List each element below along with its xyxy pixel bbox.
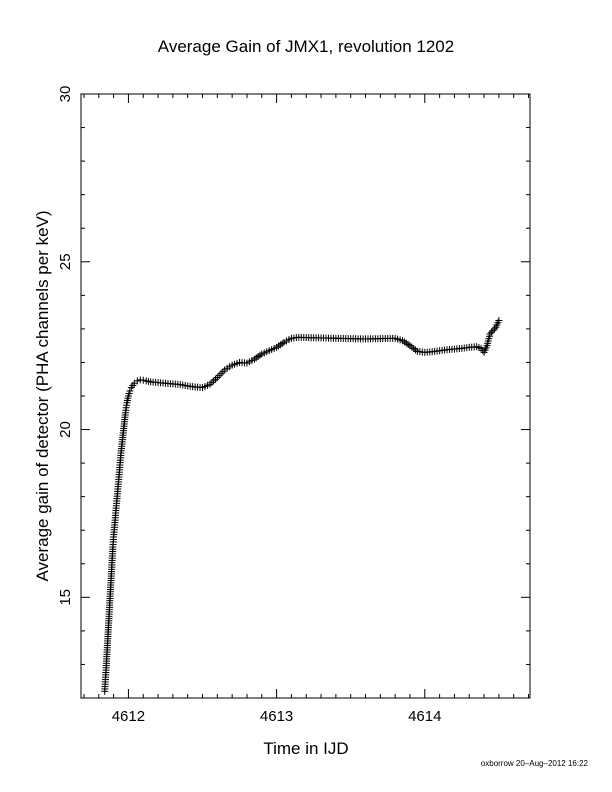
data-point: [211, 375, 219, 383]
footer-credit: oxborrow 20–Aug–2012 16:22: [481, 759, 589, 768]
data-point: [490, 325, 498, 333]
plot-frame: [80, 93, 531, 699]
data-point: [487, 328, 495, 336]
data-point: [210, 377, 218, 385]
x-axis: 4612 4613 4614: [83, 94, 530, 725]
x-tick-label: 4614: [408, 708, 441, 725]
data-point: [219, 368, 227, 376]
y-axis-label: Average gain of detector (PHA channels p…: [33, 210, 52, 581]
y-tick-label: 30: [57, 86, 74, 103]
data-point: [495, 317, 503, 324]
data-point: [126, 387, 134, 395]
y-tick-label: 25: [57, 253, 74, 270]
x-tick-label: 4612: [112, 708, 145, 725]
data-point: [213, 374, 221, 382]
x-axis-label: Time in IJD: [263, 739, 348, 758]
y-tick-label: 15: [57, 589, 74, 606]
data-point: [215, 372, 223, 380]
y-tick-label: 20: [57, 421, 74, 438]
data-point: [133, 377, 141, 385]
data-point: [217, 370, 225, 378]
data-series: [101, 317, 503, 695]
y-axis: 15 20 25 30: [57, 86, 530, 699]
data-point: [139, 376, 147, 384]
x-tick-label: 4613: [260, 708, 293, 725]
data-point: [489, 327, 497, 335]
data-point: [486, 330, 494, 338]
chart-title: Average Gain of JMX1, revolution 1202: [158, 37, 454, 56]
